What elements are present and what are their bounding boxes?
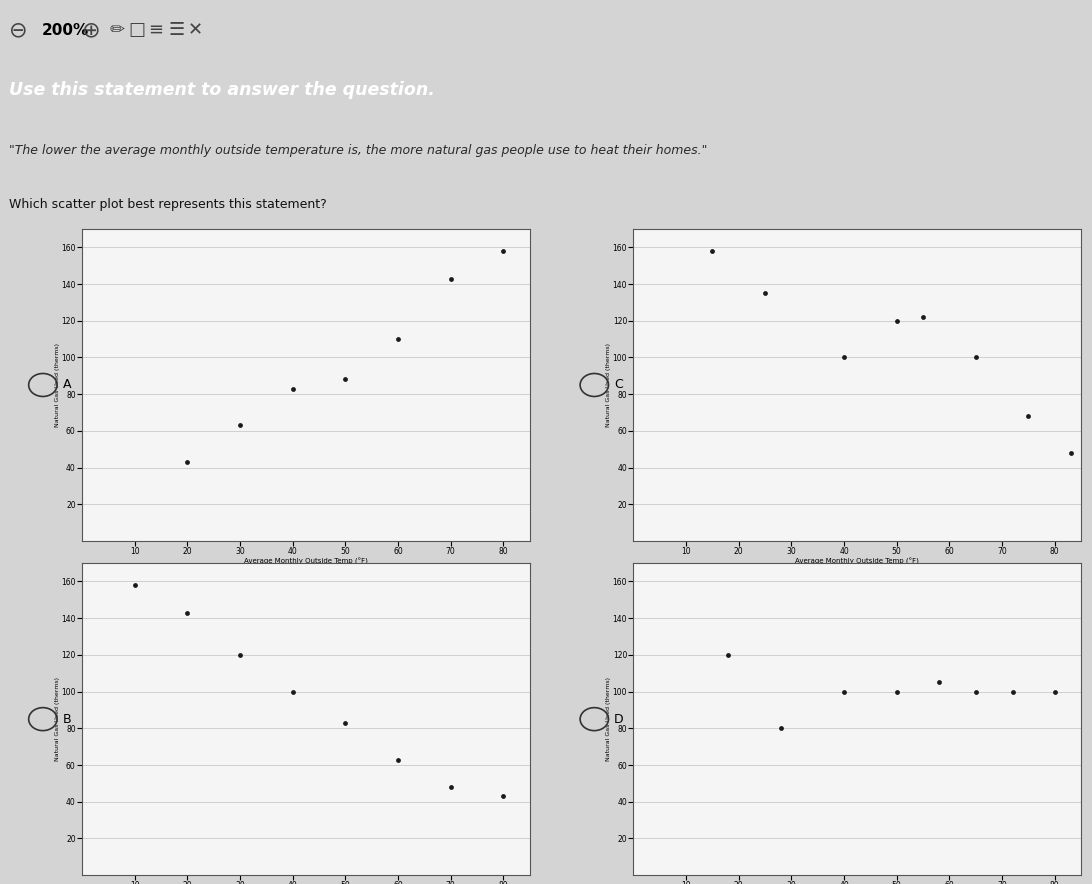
Point: [835, 350, 853, 364]
Point: [442, 271, 460, 286]
Point: [495, 789, 512, 804]
Text: □: □: [129, 21, 146, 39]
Point: [178, 455, 195, 469]
Point: [284, 382, 301, 396]
Point: [703, 244, 721, 258]
Point: [835, 684, 853, 698]
Point: [232, 648, 249, 662]
Point: [888, 314, 905, 328]
Y-axis label: Natural Gas Used (therms): Natural Gas Used (therms): [606, 677, 612, 761]
Point: [772, 721, 790, 735]
Y-axis label: Natural Gas Used (therms): Natural Gas Used (therms): [606, 343, 612, 427]
X-axis label: Average Monthly Outside Temp (°F): Average Monthly Outside Temp (°F): [244, 558, 368, 565]
Text: 200%: 200%: [41, 23, 88, 37]
Point: [336, 716, 354, 730]
Point: [968, 684, 985, 698]
Point: [1061, 446, 1079, 460]
Point: [1046, 684, 1064, 698]
Y-axis label: Natural Gas Used (therms): Natural Gas Used (therms): [55, 677, 60, 761]
Point: [389, 752, 406, 766]
Text: ☰: ☰: [168, 21, 185, 39]
Text: A: A: [62, 378, 71, 392]
Point: [1004, 684, 1021, 698]
Text: "The lower the average monthly outside temperature is, the more natural gas peop: "The lower the average monthly outside t…: [9, 144, 708, 156]
Y-axis label: Natural Gas Used (therms): Natural Gas Used (therms): [55, 343, 60, 427]
Text: ✕: ✕: [188, 21, 203, 39]
Text: B: B: [62, 713, 71, 726]
Point: [232, 418, 249, 432]
Text: ⊖: ⊖: [9, 20, 27, 40]
Point: [1020, 409, 1037, 423]
Point: [495, 244, 512, 258]
Point: [178, 606, 195, 620]
Point: [757, 286, 774, 301]
Point: [914, 310, 931, 324]
Text: ✏: ✏: [109, 21, 124, 39]
Text: C: C: [614, 378, 622, 392]
Text: ⊕: ⊕: [82, 20, 100, 40]
Point: [968, 350, 985, 364]
Point: [284, 684, 301, 698]
Point: [126, 578, 143, 592]
Point: [442, 780, 460, 794]
Point: [720, 648, 737, 662]
X-axis label: Average Monthly Outside Temp (°F): Average Monthly Outside Temp (°F): [795, 558, 919, 565]
Text: ≡: ≡: [149, 21, 164, 39]
Point: [336, 372, 354, 386]
Text: D: D: [614, 713, 624, 726]
Point: [930, 675, 948, 690]
Point: [389, 332, 406, 347]
Text: Which scatter plot best represents this statement?: Which scatter plot best represents this …: [9, 198, 327, 211]
Point: [888, 684, 905, 698]
Text: Use this statement to answer the question.: Use this statement to answer the questio…: [9, 81, 435, 99]
